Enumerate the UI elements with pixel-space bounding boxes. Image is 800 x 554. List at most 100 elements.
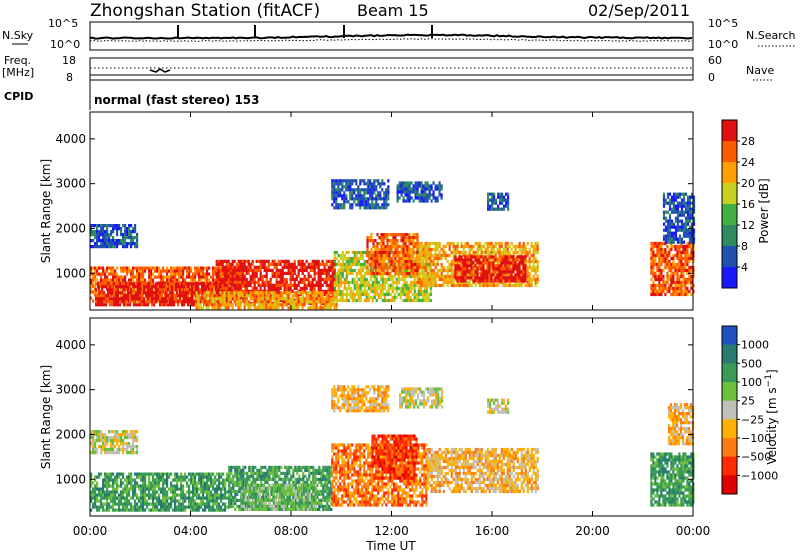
power-cell	[650, 259, 653, 264]
power-cell	[323, 271, 326, 275]
power-cell	[676, 289, 679, 294]
power-cell	[363, 298, 366, 303]
power-cell	[392, 251, 395, 255]
power-cell	[524, 273, 527, 277]
power-cell	[410, 196, 413, 200]
power-cell	[251, 259, 254, 263]
power-cell	[133, 288, 136, 292]
power-cell	[690, 277, 693, 282]
power-cell	[369, 250, 372, 255]
power-cell	[361, 283, 364, 288]
power-cell	[688, 244, 691, 249]
power-cell	[151, 288, 154, 292]
power-cell	[676, 250, 679, 255]
power-cell	[333, 298, 336, 303]
power-cell	[323, 303, 326, 307]
power-cell	[490, 261, 493, 265]
power-cell	[530, 253, 533, 258]
power-cell	[516, 264, 519, 268]
power-cell	[424, 247, 427, 252]
power-cell	[390, 245, 393, 249]
nsearch-trace	[89, 38, 693, 42]
power-cell	[221, 259, 224, 263]
power-cell	[486, 276, 489, 280]
power-cell	[466, 244, 469, 249]
power-cell	[275, 300, 278, 304]
power-cell	[424, 250, 427, 255]
power-cell	[406, 199, 409, 203]
power-cell	[520, 279, 523, 283]
power-cell	[672, 274, 675, 279]
power-cell	[216, 278, 219, 282]
power-cell	[371, 280, 374, 285]
power-cell	[398, 245, 401, 249]
power-cell	[315, 291, 318, 295]
power-cell	[333, 291, 336, 295]
power-cell	[92, 275, 95, 279]
power-cell	[159, 282, 162, 286]
power-cell	[668, 262, 671, 267]
power-cell	[680, 256, 683, 261]
power-cell	[402, 245, 405, 249]
power-cell	[375, 185, 378, 189]
power-cell	[339, 274, 342, 279]
power-cell	[662, 198, 666, 202]
power-cell	[658, 289, 661, 294]
power-cell	[424, 277, 427, 282]
power-cell	[381, 197, 384, 201]
power-cell	[488, 241, 491, 246]
power-cell	[508, 264, 511, 268]
power-cell	[160, 272, 163, 276]
power-cell	[371, 185, 374, 189]
power-cell	[183, 282, 186, 286]
power-cell	[359, 203, 362, 207]
power-cell	[492, 247, 495, 252]
power-cell	[413, 295, 416, 300]
power-cell	[155, 288, 158, 292]
power-cell	[496, 250, 499, 255]
power-cell	[410, 187, 413, 191]
power-cell	[107, 288, 110, 292]
nave-tick-hi: 60	[708, 54, 722, 67]
power-scatter-region	[90, 224, 139, 249]
power-cell	[130, 242, 133, 246]
power-cell	[678, 268, 681, 273]
power-cell	[508, 283, 511, 288]
power-cell	[143, 282, 146, 286]
power-cell	[510, 241, 513, 246]
power-cell	[520, 261, 523, 265]
power-cell	[309, 297, 312, 301]
power-cell	[106, 227, 109, 231]
power-cell	[420, 280, 423, 285]
power-cell	[406, 236, 409, 240]
power-cell	[124, 242, 127, 246]
power-cell	[516, 273, 519, 277]
power-cell	[151, 300, 154, 304]
power-cell	[117, 303, 120, 307]
power-cell	[353, 262, 356, 267]
power-cell	[359, 292, 362, 297]
power-cell	[106, 236, 109, 240]
power-cell	[502, 261, 505, 265]
power-cell	[215, 271, 218, 275]
power-cell	[359, 200, 362, 204]
power-cell	[422, 277, 425, 282]
power-cell	[159, 294, 162, 298]
power-cell	[404, 199, 407, 203]
power-cell	[680, 268, 683, 273]
power-cell	[666, 274, 669, 279]
power-cell	[125, 294, 128, 298]
power-cell	[197, 294, 200, 298]
power-cell	[267, 306, 270, 310]
power-cell	[460, 250, 463, 255]
power-cell	[436, 271, 439, 276]
power-cell	[353, 283, 356, 288]
power-cell	[369, 277, 372, 282]
power-cell	[331, 203, 334, 207]
power-cell	[502, 280, 505, 285]
power-cell	[217, 300, 220, 304]
power-cell	[440, 262, 443, 267]
power-cell	[205, 300, 208, 304]
power-cell	[670, 271, 673, 276]
power-cell	[507, 207, 510, 211]
